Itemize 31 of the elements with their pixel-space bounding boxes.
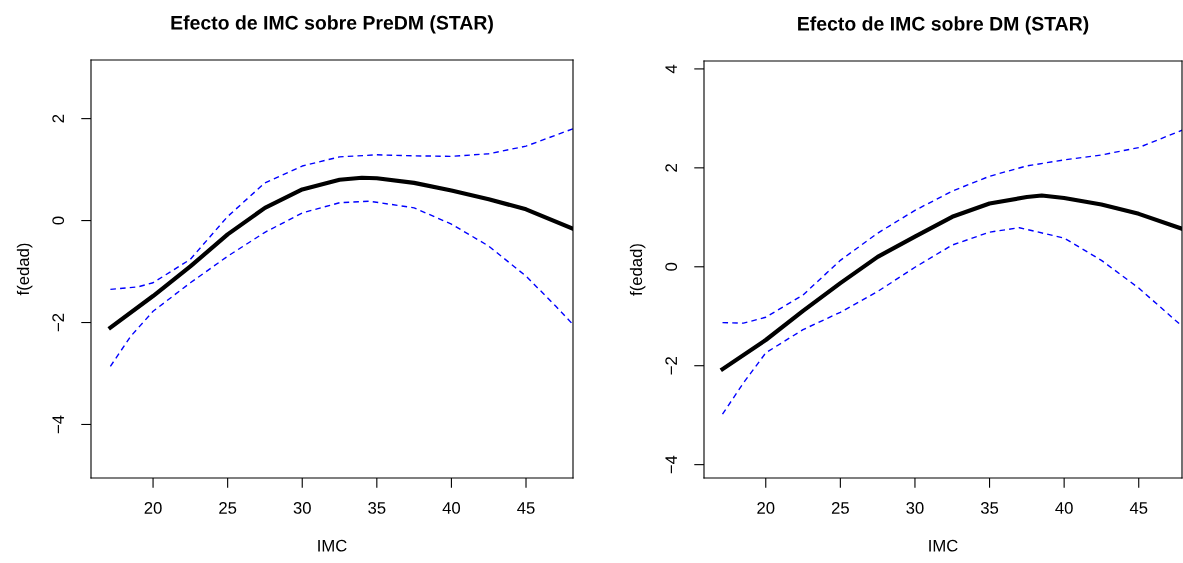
line-series xyxy=(721,129,1182,324)
y-tick-label: 2 xyxy=(52,114,64,123)
y-tick-label: −2 xyxy=(52,313,64,332)
y-tick-label: 2 xyxy=(665,164,677,172)
x-tick-label: 35 xyxy=(980,502,999,514)
y-tick-label: −4 xyxy=(665,455,677,474)
chart-title: Efecto de IMC sobre DM (STAR) xyxy=(798,16,1089,35)
x-tick-label: 30 xyxy=(906,502,924,514)
y-tick-label: 0 xyxy=(665,262,678,271)
x-axis-title: IMC xyxy=(318,539,347,552)
y-axis-title: f(edad) xyxy=(629,244,646,296)
x-tick-label: 40 xyxy=(442,502,461,514)
y-tick-label: 0 xyxy=(52,216,65,225)
x-tick-label: 25 xyxy=(219,502,237,514)
y-axis-title: f(edad) xyxy=(16,243,33,296)
x-tick-label: 25 xyxy=(831,502,849,514)
x-tick-label: 45 xyxy=(1129,502,1148,514)
line-series xyxy=(109,200,573,368)
x-tick-label: 20 xyxy=(757,502,775,514)
y-tick-label: −4 xyxy=(52,415,64,434)
x-tick-label: 35 xyxy=(368,502,386,514)
line-series xyxy=(109,128,573,291)
y-tick-label: 4 xyxy=(665,64,677,74)
x-tick-label: 45 xyxy=(517,502,535,514)
chart-title: Efecto de IMC sobre PreDM (STAR) xyxy=(171,15,493,34)
x-tick-label: 40 xyxy=(1055,502,1073,514)
line-series xyxy=(721,227,1182,415)
y-tick-label: −2 xyxy=(665,357,677,375)
x-tick-label: 20 xyxy=(144,502,162,514)
x-axis-title: IMC xyxy=(929,539,958,552)
x-tick-label: 30 xyxy=(293,502,311,514)
